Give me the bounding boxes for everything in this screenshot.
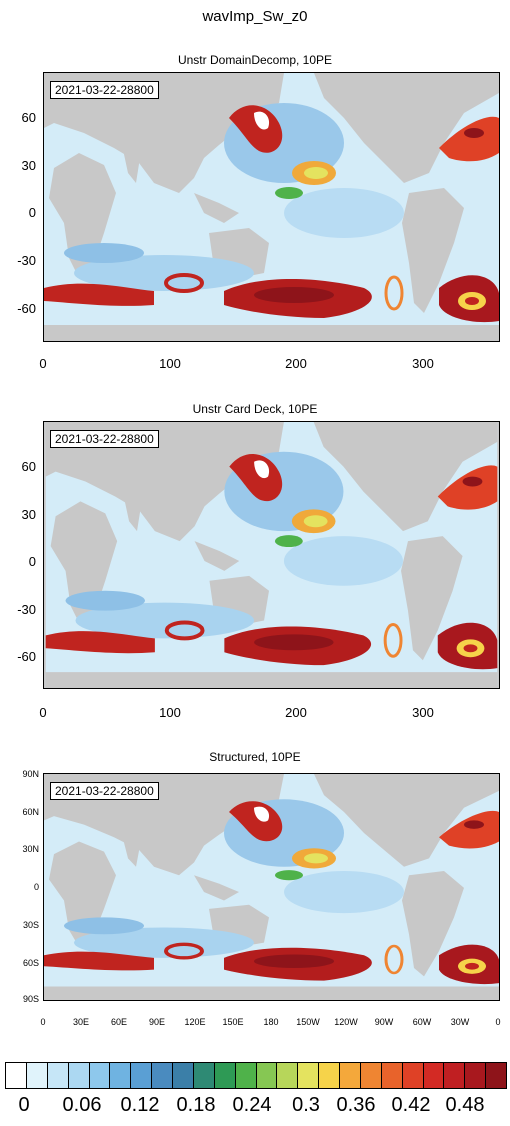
- colorbar-swatch: [360, 1063, 382, 1088]
- panel-title: Structured, 10PE: [209, 750, 301, 764]
- colorbar-label: 0.24: [232, 1094, 272, 1116]
- colorbar-swatch: [444, 1063, 466, 1088]
- x-tick-label: 30W: [450, 1017, 470, 1027]
- colorbar-swatch: [402, 1063, 424, 1088]
- y-tick-label: 60S: [22, 958, 39, 968]
- colorbar-label: 0.18: [176, 1094, 216, 1116]
- y-tick-label: 90S: [22, 994, 39, 1004]
- timestamp-label: 2021-03-22-28800: [50, 782, 159, 800]
- timestamp-label: 2021-03-22-28800: [50, 430, 159, 448]
- x-tick-label: 100: [159, 705, 181, 720]
- y-tick-label: 60N: [22, 807, 39, 817]
- colorbar: [5, 1062, 507, 1089]
- colorbar-swatch: [319, 1063, 340, 1088]
- x-tick-label: 0: [39, 705, 47, 720]
- colorbar-label: 0.48: [445, 1094, 485, 1116]
- x-tick-label: 0: [40, 1017, 46, 1027]
- colorbar-swatch: [193, 1063, 215, 1088]
- colorbar-swatch: [152, 1063, 173, 1088]
- x-tick-label: 90W: [374, 1017, 394, 1027]
- y-tick-label: 0: [28, 205, 36, 220]
- colorbar-swatch: [277, 1063, 299, 1088]
- colorbar-swatch: [131, 1063, 153, 1088]
- colorbar-label: 0.42: [391, 1094, 431, 1116]
- y-tick-label: -30: [17, 602, 36, 617]
- colorbar-label: 0.36: [336, 1094, 376, 1116]
- x-tick-label: 0: [495, 1017, 501, 1027]
- colorbar-swatch: [256, 1063, 278, 1088]
- colorbar-swatch: [110, 1063, 132, 1088]
- x-tick-label: 120E: [184, 1017, 206, 1027]
- y-tick-label: 60: [21, 459, 36, 474]
- y-tick-label: 30N: [22, 844, 39, 854]
- x-tick-label: 30E: [72, 1017, 89, 1027]
- colorbar-label: 0: [18, 1094, 30, 1116]
- y-tick-label: 30: [21, 507, 36, 522]
- map-plot: 2021-03-22-28800: [43, 72, 500, 342]
- x-tick-label: 100: [159, 356, 181, 371]
- colorbar-swatch: [465, 1063, 487, 1088]
- colorbar-swatch: [381, 1063, 403, 1088]
- colorbar-swatch: [26, 1063, 48, 1088]
- colorbar-swatch: [47, 1063, 69, 1088]
- x-tick-label: 120W: [334, 1017, 358, 1027]
- colorbar-swatch: [68, 1063, 90, 1088]
- y-tick-label: 0: [28, 554, 36, 569]
- map-plot: 2021-03-22-28800: [43, 421, 500, 689]
- x-tick-label: 60W: [412, 1017, 432, 1027]
- y-tick-label: 90N: [22, 769, 39, 779]
- colorbar-swatch: [298, 1063, 320, 1088]
- y-tick-label: -60: [17, 649, 36, 664]
- x-tick-label: 180: [263, 1017, 279, 1027]
- colorbar-swatch: [486, 1063, 506, 1088]
- x-tick-label: 90E: [148, 1017, 165, 1027]
- y-tick-label: 30S: [22, 920, 39, 930]
- x-tick-label: 300: [412, 705, 434, 720]
- colorbar-swatch: [173, 1063, 194, 1088]
- colorbar-swatch: [340, 1063, 361, 1088]
- panel-title: Unstr Card Deck, 10PE: [192, 402, 318, 416]
- colorbar-swatch: [214, 1063, 236, 1088]
- colorbar-swatch: [423, 1063, 445, 1088]
- y-tick-label: 30: [21, 158, 36, 173]
- x-tick-label: 200: [285, 705, 307, 720]
- colorbar-swatch: [89, 1063, 111, 1088]
- x-tick-label: 150W: [296, 1017, 320, 1027]
- x-tick-label: 0: [39, 356, 47, 371]
- x-tick-label: 150E: [222, 1017, 244, 1027]
- y-tick-label: -30: [17, 253, 36, 268]
- colorbar-label: 0.3: [292, 1094, 320, 1116]
- main-title: wavImp_Sw_z0: [202, 8, 308, 25]
- colorbar-swatch: [6, 1063, 27, 1088]
- panel-title: Unstr DomainDecomp, 10PE: [177, 53, 333, 67]
- colorbar-swatch: [235, 1063, 257, 1088]
- map-plot: 2021-03-22-28800: [43, 773, 500, 1001]
- colorbar-label: 0.06: [62, 1094, 102, 1116]
- y-tick-label: 0: [33, 882, 39, 892]
- timestamp-label: 2021-03-22-28800: [50, 81, 159, 99]
- x-tick-label: 300: [412, 356, 434, 371]
- x-tick-label: 200: [285, 356, 307, 371]
- y-tick-label: 60: [21, 110, 36, 125]
- x-tick-label: 60E: [110, 1017, 127, 1027]
- y-tick-label: -60: [17, 301, 36, 316]
- colorbar-label: 0.12: [120, 1094, 160, 1116]
